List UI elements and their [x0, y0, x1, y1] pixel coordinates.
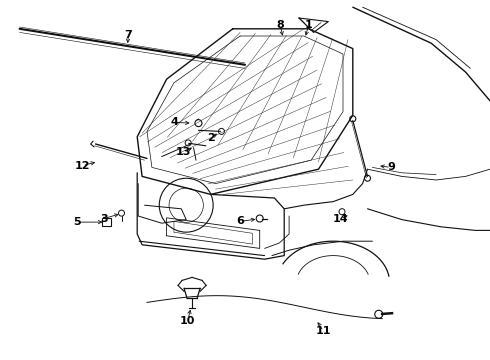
Text: 10: 10 — [180, 316, 196, 326]
Text: 7: 7 — [124, 30, 132, 40]
Text: 5: 5 — [74, 217, 81, 227]
Text: 3: 3 — [100, 213, 108, 224]
Text: 12: 12 — [74, 161, 90, 171]
Text: 14: 14 — [333, 214, 348, 224]
Text: 8: 8 — [276, 20, 284, 30]
Bar — [102, 218, 111, 226]
Text: 9: 9 — [387, 162, 395, 172]
Text: 2: 2 — [207, 133, 215, 143]
Text: 1: 1 — [305, 20, 313, 30]
Text: 13: 13 — [176, 147, 192, 157]
Text: 11: 11 — [316, 326, 331, 336]
Text: 6: 6 — [236, 216, 244, 226]
Text: 4: 4 — [170, 117, 178, 127]
